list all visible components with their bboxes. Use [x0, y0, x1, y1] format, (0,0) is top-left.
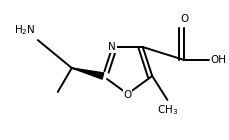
- Text: O: O: [180, 14, 188, 24]
- Text: N: N: [108, 42, 116, 52]
- Text: OH: OH: [209, 55, 225, 65]
- Polygon shape: [71, 68, 103, 79]
- Text: CH$_3$: CH$_3$: [156, 103, 177, 117]
- Text: O: O: [123, 90, 131, 100]
- Text: H$_2$N: H$_2$N: [14, 23, 36, 37]
